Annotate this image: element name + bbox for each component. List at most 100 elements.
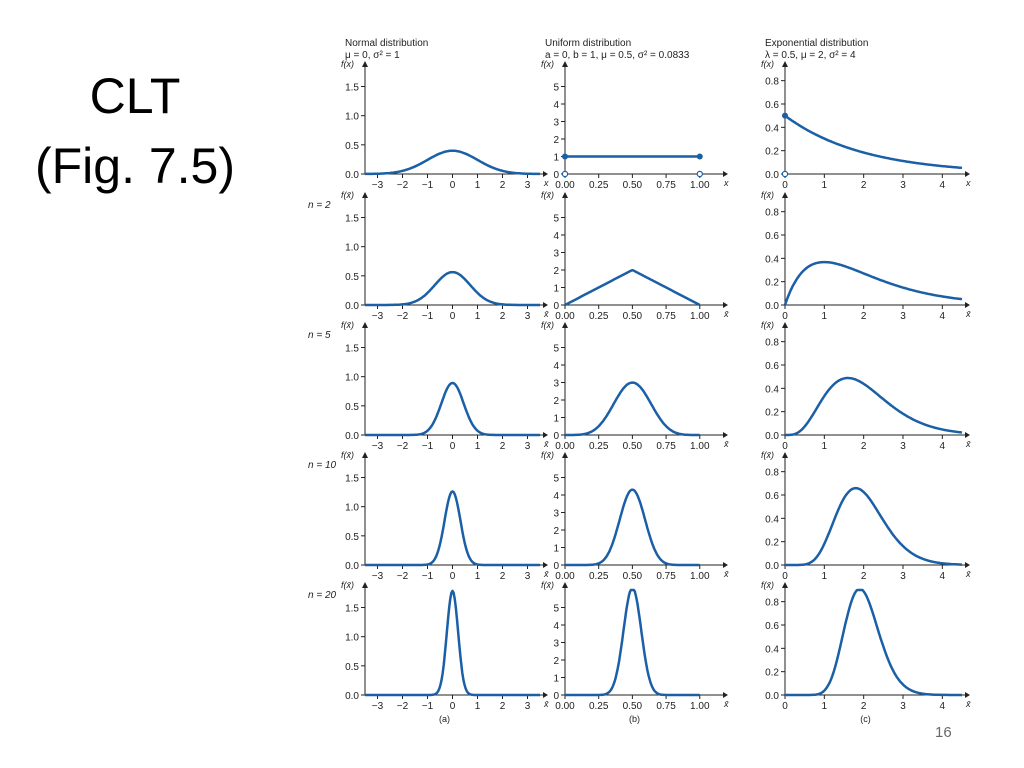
- x-tick-label: 4: [940, 571, 946, 582]
- x-axis-label: x̄: [723, 439, 729, 449]
- y-tick-label: 1.0: [345, 503, 359, 514]
- density-curve: [564, 268, 701, 307]
- y-tick-label: 3: [553, 118, 559, 129]
- x-axis-arrow: [543, 432, 548, 438]
- y-axis-label: f(x̄): [541, 190, 554, 200]
- x-tick-label: 2: [861, 701, 867, 712]
- x-tick-label: 2: [861, 311, 867, 322]
- endpoint-closed: [696, 153, 703, 160]
- density-curve: [784, 114, 963, 170]
- density-curve: [364, 149, 541, 176]
- panel-b-n1: f(x) x 0.00 0.25 0.50 0.75 1.00 0 1 2 3 4 5: [541, 59, 729, 191]
- y-axis-label: f(x̄): [761, 190, 774, 200]
- x-tick-label: 2: [861, 441, 867, 452]
- x-tick-label: −2: [397, 441, 409, 452]
- x-tick-label: 2: [500, 571, 506, 582]
- x-tick-label: 4: [940, 701, 946, 712]
- x-tick-label: 0: [782, 571, 788, 582]
- x-tick-label: 0.25: [589, 441, 609, 452]
- x-tick-label: 1: [822, 571, 828, 582]
- y-tick-label: 2: [553, 266, 559, 277]
- density-curve: [784, 588, 963, 697]
- x-axis-arrow: [723, 302, 728, 308]
- y-tick-label: 0.4: [765, 384, 779, 395]
- endpoint-closed: [562, 153, 568, 160]
- density-curve: [564, 588, 700, 697]
- x-tick-label: −2: [397, 311, 409, 322]
- x-tick-label: −1: [422, 701, 434, 712]
- y-axis-arrow: [562, 582, 568, 588]
- x-tick-label: 0: [450, 441, 456, 452]
- density-curve: [783, 260, 963, 306]
- y-axis-arrow: [782, 322, 788, 328]
- x-tick-label: 1: [822, 441, 828, 452]
- x-axis-arrow: [543, 562, 548, 568]
- x-tick-label: 0: [450, 180, 456, 191]
- x-tick-label: 1: [822, 701, 828, 712]
- x-tick-label: 1.00: [690, 441, 710, 452]
- x-tick-label: 0.25: [589, 701, 609, 712]
- y-tick-label: 0.4: [765, 254, 779, 265]
- x-axis-arrow: [723, 562, 728, 568]
- panel-a-n10: f(x̄) x̄ −3 −2 −1 0 1 2 3 0.0 0.5 1.0 1.5: [341, 450, 549, 582]
- y-tick-label: 0: [553, 170, 559, 181]
- x-tick-label: 1: [475, 441, 481, 452]
- x-tick-label: 3: [525, 701, 531, 712]
- density-curve: [784, 376, 963, 437]
- y-tick-label: 5: [553, 83, 559, 94]
- x-tick-label: 2: [861, 571, 867, 582]
- x-tick-label: 0.50: [623, 180, 643, 191]
- y-tick-label: 0.2: [765, 147, 779, 158]
- y-axis-arrow: [362, 192, 368, 198]
- column-header-title: Uniform distribution: [545, 38, 631, 49]
- endpoint-open: [561, 170, 569, 178]
- x-tick-label: 0.75: [656, 180, 676, 191]
- x-tick-label: 1: [822, 311, 828, 322]
- panel-c-n10: f(x̄) x̄ 0 1 2 3 4 0.0 0.2 0.4 0.6 0.8: [761, 450, 971, 582]
- y-tick-label: 0.6: [765, 361, 779, 372]
- panel-c-n1: f(x) x 0 1 2 3 4 0.0 0.2 0.4 0.6 0.8: [761, 59, 971, 191]
- y-tick-label: 4: [553, 231, 559, 242]
- density-curve: [784, 486, 963, 567]
- x-tick-label: 0: [450, 701, 456, 712]
- x-axis-label: x̄: [965, 699, 971, 709]
- y-tick-label: 2: [553, 135, 559, 146]
- x-tick-label: 4: [940, 441, 946, 452]
- x-tick-label: 0: [782, 311, 788, 322]
- x-tick-label: −2: [397, 571, 409, 582]
- y-tick-label: 0.5: [345, 272, 359, 283]
- x-tick-label: 0: [450, 571, 456, 582]
- y-axis-label: f(x̄): [341, 320, 354, 330]
- y-axis-label: f(x̄): [341, 190, 354, 200]
- x-tick-label: 0.75: [656, 701, 676, 712]
- y-tick-label: 0.8: [765, 338, 779, 349]
- y-tick-label: 0.0: [765, 691, 779, 702]
- x-tick-label: 0.00: [555, 571, 575, 582]
- x-tick-label: 0: [782, 180, 788, 191]
- y-axis-label: f(x̄): [761, 580, 774, 590]
- y-tick-label: 0: [553, 301, 559, 312]
- x-tick-label: −2: [397, 701, 409, 712]
- x-tick-label: 1: [475, 311, 481, 322]
- x-tick-label: 0.50: [623, 571, 643, 582]
- y-tick-label: 0.8: [765, 468, 779, 479]
- x-tick-label: −1: [422, 180, 434, 191]
- y-tick-label: 0.0: [765, 561, 779, 572]
- x-axis-arrow: [543, 302, 548, 308]
- row-n-10: n = 10f(x̄)x̄−3 −2 −1 0 1 2 30.00.51.01.5f(x̄)…: [308, 450, 971, 582]
- density-curve: [564, 381, 700, 437]
- column-header-params: μ = 0, σ² = 1: [345, 50, 400, 61]
- column-header-params: a = 0, b = 1, μ = 0.5, σ² = 0.0833: [545, 50, 690, 61]
- row-label: n = 2: [308, 200, 331, 211]
- y-tick-label: 2: [553, 656, 559, 667]
- row-n-1: f(x)x−3 −2 −1 0 1 2 30.00.51.01.5f(x)x0.00 0.25…: [341, 59, 971, 191]
- y-axis-label: f(x): [341, 59, 354, 69]
- x-tick-label: −1: [422, 571, 434, 582]
- y-tick-label: 0.6: [765, 621, 779, 632]
- row-n-5: n = 5 f(x̄) x̄ −3 −2 −1 0 1 2 3 0.0 0.5 1.0 1.5 f(x̄) x…: [308, 320, 971, 452]
- y-axis-arrow: [782, 582, 788, 588]
- x-tick-label: 3: [900, 311, 906, 322]
- row-label: n = 5: [308, 330, 331, 341]
- x-tick-label: 0.50: [623, 701, 643, 712]
